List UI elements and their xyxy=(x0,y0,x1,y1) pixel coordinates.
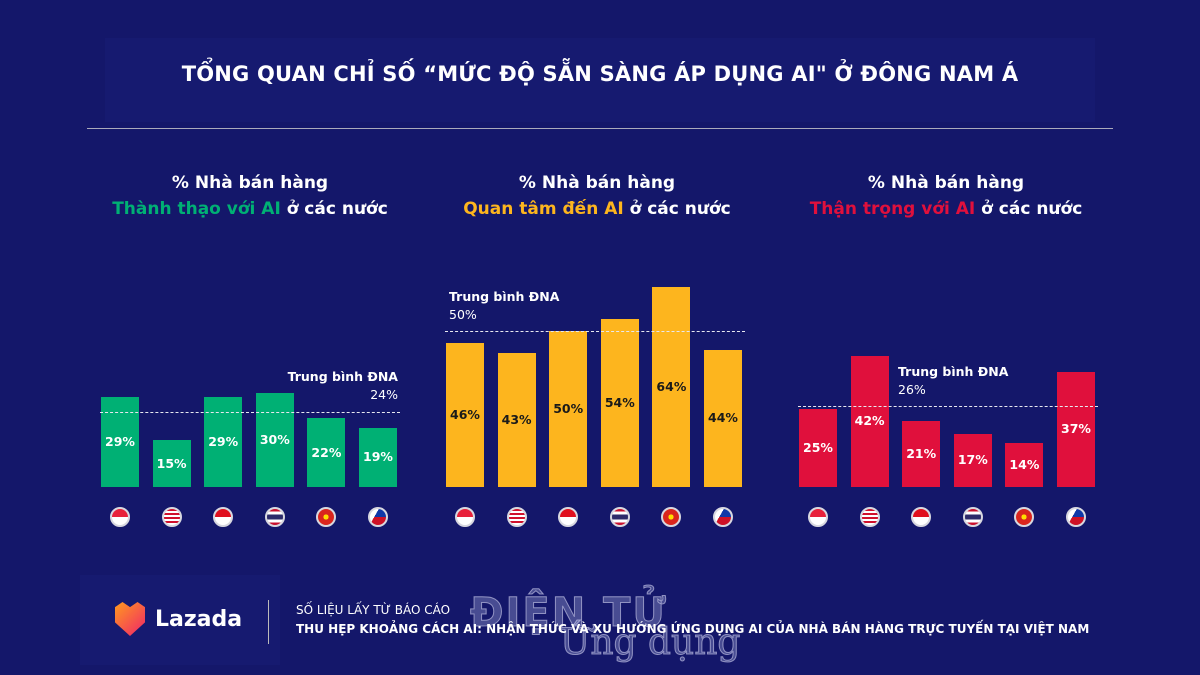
source-label: SỐ LIỆU LẤY TỪ BÁO CÁO xyxy=(296,603,451,617)
chart-2-title-rest: ở các nước xyxy=(623,199,731,219)
data-label: 64% xyxy=(656,379,687,395)
chart-1-bar-malaysia: 15% xyxy=(152,440,191,487)
page-title: TỔNG QUAN CHỈ SỐ “MỨC ĐỘ SẴN SÀNG ÁP DỤN… xyxy=(181,62,1019,86)
chart-3-average-label: Trung bình ĐNA 26% xyxy=(898,363,1008,399)
flag-philippines-icon xyxy=(713,507,733,527)
flag-singapore-icon xyxy=(808,507,828,527)
flag-indonesia-icon xyxy=(911,507,932,527)
data-label: 29% xyxy=(105,433,135,449)
watermark-line2: Ứng dụng xyxy=(559,622,741,664)
footer-panel xyxy=(80,575,280,665)
chart-3-bar-thailand: 17% xyxy=(953,433,992,487)
data-label: 19% xyxy=(363,449,393,465)
average-value: 50% xyxy=(449,307,477,322)
flag-indonesia-icon xyxy=(213,507,234,527)
flag-malaysia-icon xyxy=(506,507,527,527)
chart-2-bar-vietnam: 64% xyxy=(652,287,691,487)
chart-2-bar-malaysia: 43% xyxy=(497,352,536,487)
average-title: Trung bình ĐNA xyxy=(287,369,398,385)
flag-vietnam-icon xyxy=(1014,507,1035,527)
flag-singapore-icon xyxy=(455,507,475,527)
watermark-line1: ĐIỆN TỬ xyxy=(470,590,668,637)
brand-name: Lazada xyxy=(155,606,243,632)
flag-indonesia-icon xyxy=(558,507,579,527)
data-label: 29% xyxy=(208,433,239,449)
data-label: 17% xyxy=(957,452,988,468)
chart-2-bar-singapore: 46% xyxy=(446,343,484,487)
flag-thailand-icon xyxy=(609,507,630,527)
average-title: Trung bình ĐNA xyxy=(449,289,560,304)
data-label: 54% xyxy=(604,394,635,410)
flag-thailand-icon xyxy=(264,507,285,527)
average-value: 24% xyxy=(370,387,398,403)
chart-3-title-rest: ở các nước xyxy=(975,199,1083,219)
chart-2-bar-indonesia: 50% xyxy=(549,331,588,487)
data-label: 46% xyxy=(450,407,480,423)
data-label: 43% xyxy=(501,411,532,427)
data-label: 37% xyxy=(1061,421,1091,437)
chart-3-bar-malaysia: 42% xyxy=(850,355,889,487)
flag-malaysia-icon xyxy=(161,507,182,527)
average-title: Trung bình ĐNA xyxy=(898,363,1009,379)
chart-1-bar-thailand: 30% xyxy=(255,393,294,487)
chart-1-title-line1: % Nhà bán hàng xyxy=(171,173,329,193)
flag-vietnam-icon xyxy=(661,507,682,527)
title-divider xyxy=(87,128,1113,129)
flag-malaysia-icon xyxy=(859,507,880,527)
data-label: 25% xyxy=(803,440,833,455)
chart-2-bar-thailand: 54% xyxy=(600,318,639,487)
chart-1-bar-singapore: 29% xyxy=(101,396,139,487)
chart-2-average-label: Trung bình ĐNA 50% xyxy=(449,288,559,324)
data-label: 30% xyxy=(259,432,290,448)
data-label: 15% xyxy=(156,455,187,471)
chart-1-bar-vietnam: 22% xyxy=(307,418,346,487)
flag-vietnam-icon xyxy=(316,507,337,527)
chart-3-title-highlight: Thận trọng với AI xyxy=(809,199,976,219)
chart-1-header: % Nhà bán hàng Thành thạo với AI ở các n… xyxy=(70,170,430,222)
chart-1-average-line xyxy=(100,412,400,414)
chart-3-average-line xyxy=(798,405,1098,407)
chart-1-bar-indonesia: 29% xyxy=(204,396,243,487)
lazada-heart-icon xyxy=(115,602,145,636)
flag-thailand-icon xyxy=(962,507,983,527)
chart-2-bar-philippines: 44% xyxy=(704,349,742,487)
data-label: 44% xyxy=(708,410,738,426)
chart-2-title-highlight: Quan tâm đến AI xyxy=(463,199,624,219)
flag-philippines-icon xyxy=(368,507,388,527)
chart-1-bar-philippines: 19% xyxy=(359,427,397,487)
footer-divider xyxy=(268,600,269,644)
chart-2-header: % Nhà bán hàng Quan tâm đến AI ở các nướ… xyxy=(417,170,777,222)
chart-1-average-label: Trung bình ĐNA 24% xyxy=(241,368,398,404)
flag-singapore-icon xyxy=(110,507,130,527)
chart-3-header: % Nhà bán hàng Thận trọng với AI ở các n… xyxy=(766,170,1126,222)
data-label: 42% xyxy=(854,413,885,429)
chart-3-bar-singapore: 25% xyxy=(799,409,837,487)
chart-2-average-line xyxy=(445,331,745,332)
chart-1-title-highlight: Thành thạo với AI xyxy=(112,199,281,219)
lazada-logo: Lazada xyxy=(115,602,242,636)
chart-3-bar-philippines: 37% xyxy=(1057,371,1095,487)
source-title: THU HẸP KHOẢNG CÁCH AI: NHẬN THỨC VÀ XU … xyxy=(296,622,1090,636)
chart-3-bar-vietnam: 14% xyxy=(1005,443,1044,487)
chart-2-title-line1: % Nhà bán hàng xyxy=(518,173,676,193)
data-label: 50% xyxy=(553,401,584,416)
chart-3-title-line1: % Nhà bán hàng xyxy=(867,173,1025,193)
chart-3-bar-indonesia: 21% xyxy=(902,421,941,487)
average-value: 26% xyxy=(898,381,926,397)
title-panel xyxy=(105,38,1095,122)
flag-philippines-icon xyxy=(1066,507,1086,527)
data-label: 22% xyxy=(311,444,342,460)
data-label: 21% xyxy=(906,446,937,462)
data-label: 14% xyxy=(1009,457,1040,473)
chart-1-title-rest: ở các nước xyxy=(280,199,388,219)
